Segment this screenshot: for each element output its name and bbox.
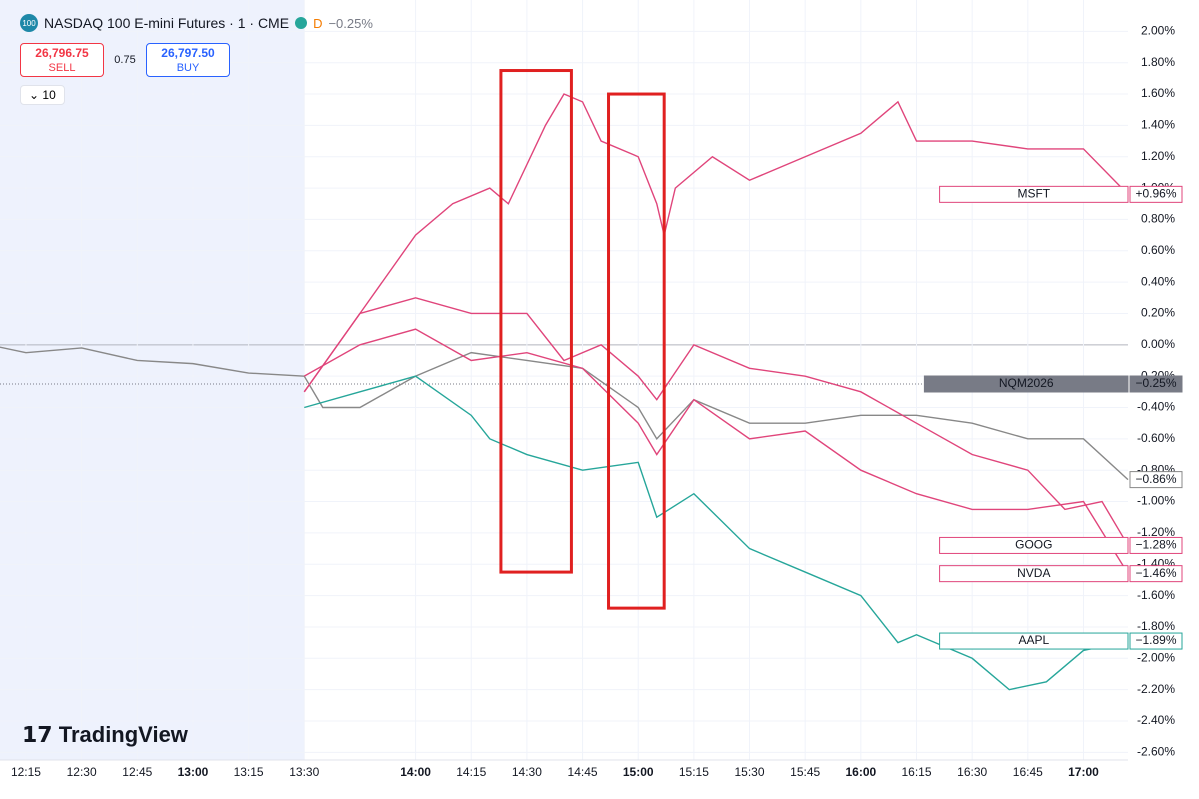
x-tick-label: 12:15 [11, 765, 41, 779]
x-tick-label: 15:15 [679, 765, 709, 779]
highlight-box [499, 69, 573, 574]
sell-button[interactable]: 26,796.75 SELL [20, 43, 104, 77]
brand-text: TradingView [58, 722, 188, 747]
x-tick-label: 13:15 [234, 765, 264, 779]
label-name-box [939, 565, 1129, 583]
label-name-box [939, 632, 1129, 650]
spread: 0.75 [114, 54, 136, 66]
y-tick-label: -2.20% [1137, 682, 1175, 696]
indicator-count: 10 [42, 88, 56, 102]
x-tick-label: 15:30 [735, 765, 765, 779]
label-name: NQM2026 [999, 376, 1054, 390]
label-name-box [939, 536, 1129, 554]
market-status [295, 17, 308, 29]
label-value-box [1129, 375, 1183, 393]
x-tick-label: 13:00 [178, 765, 209, 779]
x-tick-label: 16:00 [845, 765, 876, 779]
series-label: NQM2026 −0.25% [923, 375, 1183, 393]
y-tick-label: -0.60% [1137, 431, 1175, 445]
label-name: AAPL [1018, 633, 1049, 647]
series-line [0, 346, 1129, 481]
y-axis-area [1128, 0, 1199, 799]
interval-badge: D [313, 15, 323, 31]
change: −0.25% [328, 15, 373, 31]
indicator-toggle[interactable]: ⌄ 10 [20, 85, 65, 105]
sell-price: 26,796.75 [35, 46, 89, 60]
x-tick-label: 15:45 [790, 765, 820, 779]
x-tick-label: 14:45 [568, 765, 598, 779]
label-name-box [939, 185, 1129, 203]
x-tick-label: 14:00 [400, 765, 431, 779]
series-line [303, 328, 1129, 575]
series-label: MSFT +0.96% [939, 185, 1183, 203]
label-value-box [1129, 536, 1183, 554]
y-tick-label: -1.60% [1137, 588, 1175, 602]
x-tick-label: 17:00 [1068, 765, 1099, 779]
x-tick-label: 12:30 [67, 765, 97, 779]
label-name-box [923, 375, 1129, 393]
label-value: −1.89% [1135, 633, 1176, 647]
plot-background [0, 0, 1128, 760]
label-value: −1.28% [1135, 538, 1176, 552]
series-line [304, 375, 1129, 691]
symbol-title[interactable]: NASDAQ 100 E-mini Futures · 1 · CME [44, 15, 290, 31]
y-tick-label: -1.20% [1137, 525, 1175, 539]
series-label: NVDA −1.46% [939, 565, 1183, 583]
buy-label: BUY [176, 62, 200, 74]
label-name: NVDA [1017, 566, 1050, 580]
x-tick-label: 16:45 [1013, 765, 1043, 779]
x-tick-label: 13:30 [289, 765, 319, 779]
y-tick-label: 1.40% [1141, 118, 1175, 132]
series-line [303, 297, 1129, 546]
y-tick-label: 0.20% [1141, 306, 1175, 320]
y-tick-label: 1.20% [1141, 149, 1175, 163]
y-tick-label: -2.60% [1137, 744, 1175, 758]
y-tick-label: 0.60% [1141, 243, 1175, 257]
y-tick-label: 2.00% [1141, 24, 1175, 38]
x-tick-label: 14:15 [456, 765, 486, 779]
sell-label: SELL [48, 62, 76, 74]
buy-price: 26,797.50 [161, 46, 215, 60]
buy-button[interactable]: 26,797.50 BUY [146, 43, 230, 77]
label-value-box [1129, 565, 1183, 583]
y-tick-label: -1.80% [1137, 619, 1175, 633]
x-tick-label: 15:00 [623, 765, 654, 779]
trade-buttons: 26,796.75 SELL 0.75 26,797.50 BUY [20, 43, 230, 77]
symbol-logo: 100 [20, 14, 38, 32]
y-tick-label: 0.80% [1141, 212, 1175, 226]
y-tick-label: 0.00% [1141, 337, 1175, 351]
label-value-box [1129, 471, 1183, 489]
header: 100 NASDAQ 100 E-mini Futures · 1 · CME … [20, 14, 373, 32]
y-tick-label: -2.40% [1137, 713, 1175, 727]
series-line [303, 93, 1129, 393]
label-value: +0.96% [1135, 187, 1176, 201]
series-label: GOOG −1.28% [939, 536, 1183, 554]
y-tick-label: 1.60% [1141, 86, 1175, 100]
series-label: −0.86% [1129, 471, 1183, 489]
extended-hours [0, 0, 305, 760]
label-value-box [1129, 632, 1183, 650]
y-tick-label: 1.80% [1141, 55, 1175, 69]
label-value: −0.25% [1135, 376, 1176, 390]
x-tick-label: 14:30 [512, 765, 542, 779]
brand: 𝟭𝟳 TradingView [22, 722, 188, 747]
y-tick-label: -1.00% [1137, 494, 1175, 508]
x-tick-label: 12:45 [122, 765, 152, 779]
label-value: −0.86% [1135, 472, 1176, 486]
y-tick-label: 0.40% [1141, 274, 1175, 288]
y-tick-label: -0.40% [1137, 400, 1175, 414]
series-label: AAPL −1.89% [939, 632, 1183, 650]
label-value-box [1129, 185, 1183, 203]
highlight-box [607, 92, 666, 610]
label-name: GOOG [1015, 538, 1052, 552]
label-name: MSFT [1017, 187, 1050, 201]
x-tick-label: 16:15 [901, 765, 931, 779]
x-tick-label: 16:30 [957, 765, 987, 779]
label-value: −1.46% [1135, 566, 1176, 580]
y-tick-label: -2.00% [1137, 650, 1175, 664]
